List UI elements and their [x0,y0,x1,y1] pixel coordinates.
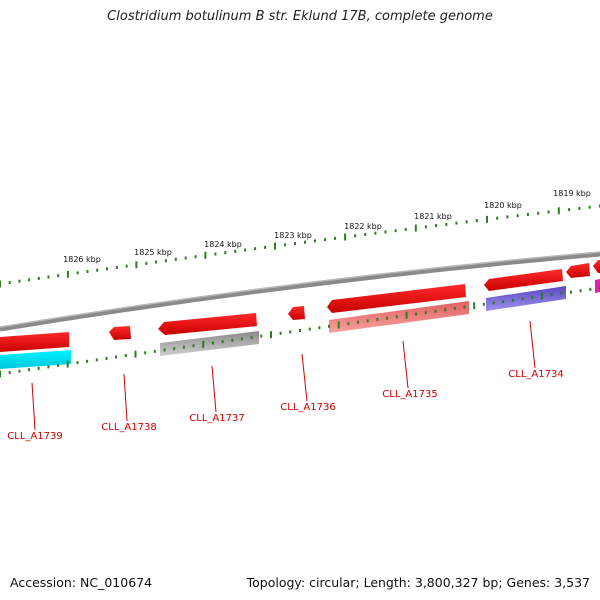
callout-line [402,340,409,389]
kbp-label: 1824 kbp [204,240,242,249]
gene-arrow [0,332,69,352]
genome-backbone-highlight [0,251,600,328]
reverse-gene-track [0,279,600,369]
gene-label-cll-a1739: CLL_A1739 [7,431,62,442]
kbp-label: 1820 kbp [484,201,522,210]
gene-bar-gray [160,331,259,356]
gene-bar-purple [486,286,566,311]
callout-line [123,373,128,422]
gene-label-cll-a1736: CLL_A1736 [280,402,335,413]
map-title: Clostridium botulinum B str. Eklund 17B,… [107,9,493,24]
gene-callouts: CLL_A1739 CLL_A1738 CLL_A1737 CLL_A1736 … [7,320,564,442]
gene-arrow [327,284,466,313]
kbp-label: 1821 kbp [414,212,452,221]
callout-line [301,353,308,402]
gene-label-cll-a1737: CLL_A1737 [189,413,244,424]
topology-text: Topology: circular; Length: 3,800,327 bp… [246,575,590,590]
inner-tick-ring [0,286,600,378]
kbp-label: 1823 kbp [274,231,312,240]
gene-label-cll-a1738: CLL_A1738 [101,422,156,433]
gene-arrow [566,263,590,278]
kbp-label: 1822 kbp [344,222,382,231]
outer-tick-ring [0,204,600,288]
forward-gene-track [0,260,600,352]
callout-line [31,382,36,431]
accession-text: Accession: NC_010674 [10,575,153,590]
genome-backbone [0,251,600,332]
gene-arrow [158,313,257,335]
callout-line [529,320,536,369]
gene-bar-magenta [595,279,600,293]
gene-label-cll-a1735: CLL_A1735 [382,389,437,400]
gene-arrow [484,269,563,291]
gene-arrow [593,260,600,273]
gene-arrow [109,326,131,340]
kbp-scale-labels: 1826 kbp 1825 kbp 1824 kbp 1823 kbp 1822 kbp… [63,189,591,264]
gene-bar-salmon [329,301,469,333]
kbp-label: 1819 kbp [553,189,591,198]
kbp-label: 1825 kbp [134,248,172,257]
gene-arrow [288,306,305,320]
gene-label-cll-a1734: CLL_A1734 [508,369,563,380]
gene-bar-cyan [0,350,71,369]
kbp-label: 1826 kbp [63,255,101,264]
callout-line [211,365,217,413]
